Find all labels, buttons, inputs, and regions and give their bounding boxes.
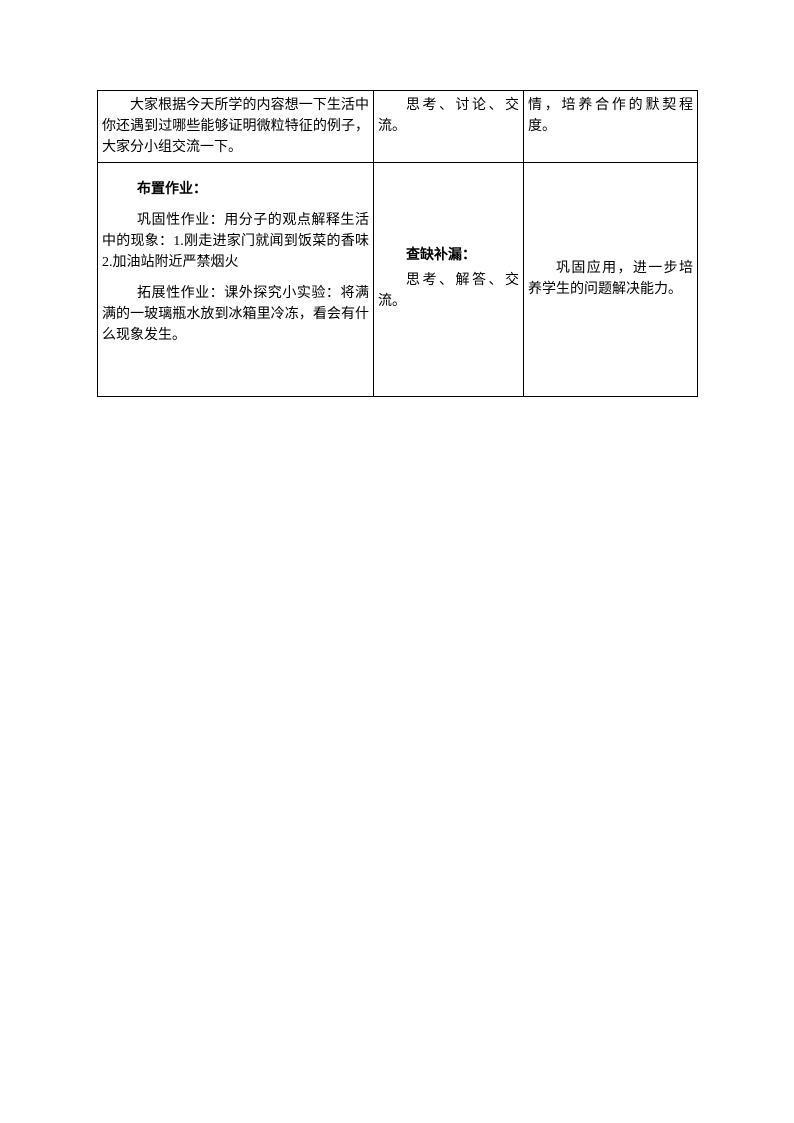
- cell-paragraph: 思考、讨论、交流。: [376, 95, 521, 137]
- cell-heading: 查缺补漏：: [376, 245, 521, 266]
- table-cell: 思考、讨论、交流。: [374, 91, 524, 163]
- table-cell: 查缺补漏： 思考、解答、交流。: [374, 163, 524, 397]
- table-row: 布置作业： 巩固性作业：用分子的观点解释生活中的现象：1.刚走进家门就闻到饭菜的…: [98, 163, 698, 397]
- cell-paragraph: 巩固性作业：用分子的观点解释生活中的现象：1.刚走进家门就闻到饭菜的香味 2.加…: [100, 210, 371, 273]
- table-row: 大家根据今天所学的内容想一下生活中你还遇到过哪些能够证明微粒特征的例子，大家分小…: [98, 91, 698, 163]
- cell-paragraph: 情，培养合作的默契程度。: [526, 95, 695, 137]
- cell-paragraph: 大家根据今天所学的内容想一下生活中你还遇到过哪些能够证明微粒特征的例子，大家分小…: [100, 95, 371, 158]
- table-cell: 巩固应用，进一步培养学生的问题解决能力。: [524, 163, 698, 397]
- cell-paragraph: 巩固应用，进一步培养学生的问题解决能力。: [526, 258, 695, 300]
- table-cell: 布置作业： 巩固性作业：用分子的观点解释生活中的现象：1.刚走进家门就闻到饭菜的…: [98, 163, 374, 397]
- content-table: 大家根据今天所学的内容想一下生活中你还遇到过哪些能够证明微粒特征的例子，大家分小…: [97, 90, 698, 397]
- cell-heading: 布置作业：: [100, 179, 371, 200]
- cell-paragraph: 拓展性作业：课外探究小实验：将满满的一玻璃瓶水放到冰箱里冷冻，看会有什么现象发生…: [100, 283, 371, 346]
- table-cell: 大家根据今天所学的内容想一下生活中你还遇到过哪些能够证明微粒特征的例子，大家分小…: [98, 91, 374, 163]
- cell-paragraph: 思考、解答、交流。: [376, 270, 521, 312]
- table-cell: 情，培养合作的默契程度。: [524, 91, 698, 163]
